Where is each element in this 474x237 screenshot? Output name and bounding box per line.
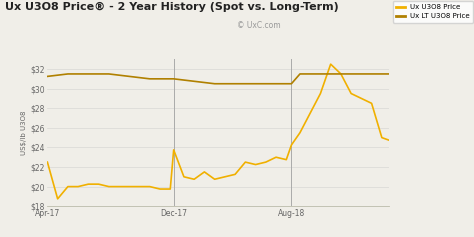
- Text: © UxC.com: © UxC.com: [237, 21, 281, 30]
- Text: Ux U3O8 Price® - 2 Year History (Spot vs. Long-Term): Ux U3O8 Price® - 2 Year History (Spot vs…: [5, 2, 338, 13]
- Y-axis label: US$∕lb U3O8: US$∕lb U3O8: [21, 110, 27, 155]
- Legend: Ux U3O8 Price, Ux LT U3O8 Price: Ux U3O8 Price, Ux LT U3O8 Price: [393, 1, 474, 23]
